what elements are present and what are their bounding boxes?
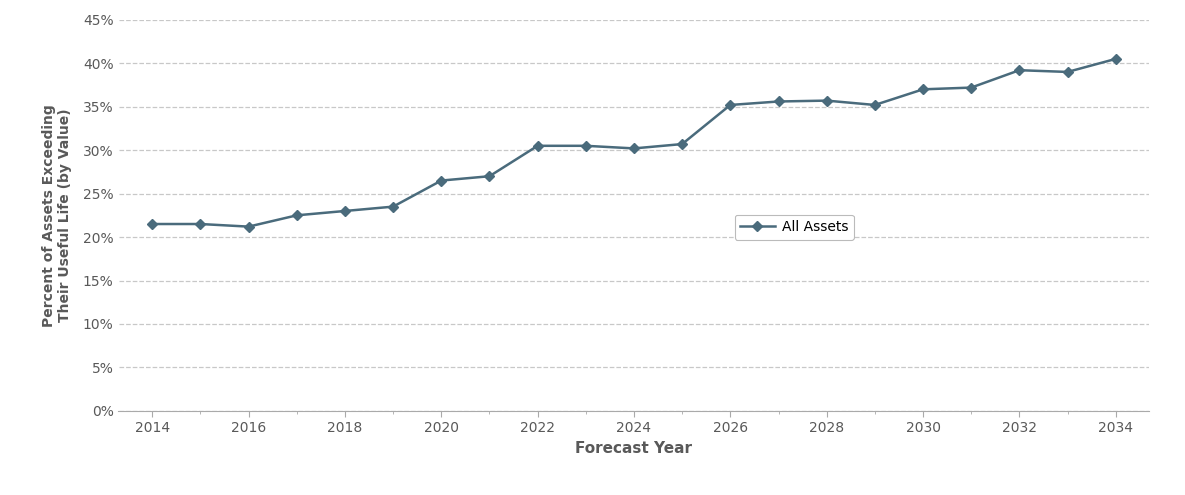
All Assets (916, 86, 930, 92)
All Assets (1061, 69, 1075, 75)
All Assets (531, 143, 545, 149)
All Assets (820, 98, 834, 103)
X-axis label: Forecast Year: Forecast Year (576, 441, 692, 456)
All Assets (1109, 56, 1123, 62)
Y-axis label: Percent of Assets Exceeding
Their Useful Life (by Value): Percent of Assets Exceeding Their Useful… (41, 104, 72, 327)
All Assets (578, 143, 592, 149)
Legend: All Assets: All Assets (735, 214, 854, 240)
All Assets (675, 141, 690, 147)
All Assets (965, 85, 979, 91)
All Assets (242, 224, 256, 230)
All Assets (145, 221, 159, 227)
All Assets (867, 102, 882, 108)
All Assets (338, 208, 352, 214)
All Assets (771, 99, 786, 104)
All Assets (386, 203, 401, 209)
All Assets (627, 146, 641, 151)
All Assets (1012, 67, 1026, 73)
Line: All Assets: All Assets (149, 55, 1119, 230)
All Assets (193, 221, 207, 227)
All Assets (723, 102, 737, 108)
All Assets (482, 173, 497, 179)
All Assets (289, 212, 303, 218)
All Assets (434, 178, 448, 184)
